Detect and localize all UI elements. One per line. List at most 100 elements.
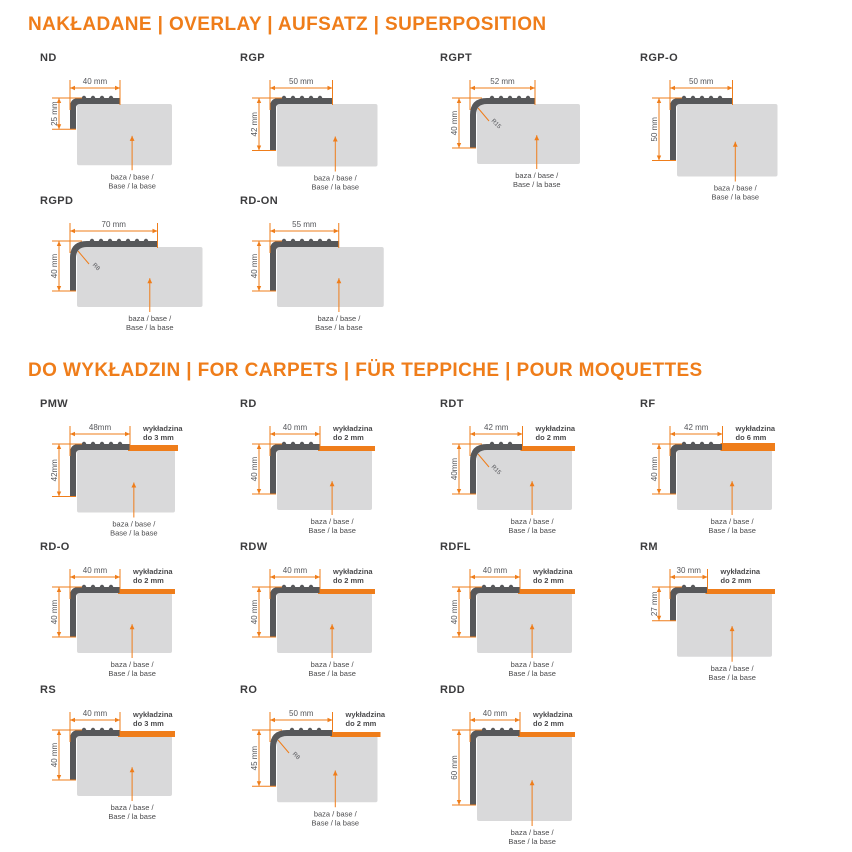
profile-shape: [670, 441, 723, 494]
width-dimension-label: 40 mm: [483, 566, 508, 575]
dimension-lines: [52, 569, 133, 658]
base-rect: [477, 593, 572, 653]
profile-name: RS: [40, 684, 57, 696]
rib-bump: [99, 584, 105, 590]
radius-label: R8: [291, 751, 301, 761]
rib-bump: [498, 95, 504, 101]
base-label-line1: baza / base /: [111, 660, 155, 669]
rib-bump: [281, 95, 287, 101]
profile-shape: [70, 727, 120, 780]
carpet-label-line2: do 3 mm: [143, 433, 174, 442]
rib-bump: [308, 441, 314, 447]
carpet-strip: [318, 589, 375, 594]
dimension-lines: [52, 426, 135, 518]
base-label-line2: Base / la base: [508, 669, 556, 678]
base-rect: [677, 104, 778, 177]
profile-card-RDT: RDT 42 mm 40mm R15 wykładzina do 2 mm baza / b…: [440, 398, 640, 541]
base-rect: [277, 450, 372, 510]
profile-name: RDFL: [440, 541, 471, 553]
rib-bump: [290, 441, 296, 447]
dimension-lines: [252, 80, 336, 172]
height-dimension-label: 40 mm: [450, 110, 459, 135]
profile-shape: [270, 441, 320, 494]
rib-bump: [299, 95, 305, 101]
profile-card-RGPT: RGPT 52 mm 40 mm R15 baza / base / Base / la …: [440, 52, 640, 204]
dimension-arrows: [256, 717, 338, 787]
profile-shape: [470, 727, 520, 805]
profile-name: RM: [640, 541, 658, 553]
profile-shape: [470, 441, 523, 494]
rib-bump: [89, 238, 95, 244]
profile-shape: [70, 238, 158, 291]
dimension-arrows: [456, 431, 535, 494]
dimension-lines: [252, 569, 333, 658]
carpet-label-line1: wykładzina: [532, 567, 573, 576]
profile-card-RM: RM 30 mm 27 mm wykładzina do 2 mm baza / base…: [640, 541, 840, 684]
rib-bump: [508, 727, 514, 733]
section-carpets: DO WYKŁADZIN | FOR CARPETS | FÜR TEPPICH…: [0, 338, 852, 846]
profile-diagram: 50 mm 50 mm baza / base /Base / la base: [650, 77, 778, 202]
rib-bump: [317, 238, 323, 244]
profile-card-RDD: RDD 40 mm 60 mm wykładzina do 2 mm baza / bas…: [440, 684, 640, 848]
carpet-strip: [318, 446, 375, 451]
base-rect: [477, 104, 580, 164]
radius-label: R8: [91, 262, 101, 272]
base-label-line1: baza / base /: [111, 803, 155, 812]
base-label-line1: baza / base /: [314, 174, 358, 183]
base-label-line2: Base / la base: [108, 812, 156, 821]
profile-card-RDFL: RDFL 40 mm 40 mm wykładzina do 2 mm baza / ba…: [440, 541, 640, 684]
rib-bump: [489, 95, 495, 101]
base-rect: [77, 736, 172, 796]
section-carpets-grid: PMW 48mm 42mm wykładzina do 3 mm baza / base …: [40, 398, 852, 846]
rib-bump: [108, 441, 114, 447]
base-label-line1: baza / base /: [128, 314, 172, 323]
base-label-line1: baza / base /: [311, 517, 355, 526]
profile-card-RO: RO 50 mm 45 mm R8 wykładzina do 2 mm baza / ba…: [240, 684, 440, 848]
rib-bump: [681, 584, 687, 590]
profile-diagram: 55 mm 40 mm baza / base /Base / la base: [250, 220, 384, 332]
profile-name: RD-O: [40, 541, 70, 553]
rib-bump: [107, 238, 113, 244]
carpet-label-line1: wykładzina: [142, 424, 183, 433]
rib-bump: [289, 727, 295, 733]
carpet-label-line1: wykładzina: [735, 424, 776, 433]
base-label-line1: baza / base /: [511, 660, 555, 669]
rib-bump: [90, 584, 96, 590]
carpet-label-line2: do 2 mm: [333, 433, 364, 442]
carpet-label-line2: do 3 mm: [133, 719, 164, 728]
height-dimension-label: 40mm: [450, 458, 459, 481]
rib-bump: [499, 584, 505, 590]
profile-shape: [70, 584, 120, 637]
section-overlay-title: NAKŁADANE | OVERLAY | AUFSATZ | SUPERPOS…: [28, 14, 547, 35]
profile-name: PMW: [40, 398, 69, 410]
rib-bump: [125, 238, 131, 244]
base-rect: [77, 593, 172, 653]
width-dimension-label: 40 mm: [283, 423, 308, 432]
carpet-strip: [520, 446, 575, 451]
section-overlay-grid: ND 40 mm 25 mm baza / base / Base / la base R…: [40, 52, 852, 338]
base-label-line1: baza / base /: [714, 184, 758, 193]
height-dimension-label: 40 mm: [250, 253, 259, 278]
base-label-line1: baza / base /: [511, 828, 555, 837]
dimension-lines: [652, 426, 733, 515]
profile-card-RGP-O: RGP-O 50 mm 50 mm baza / base / Base / la ba…: [640, 52, 840, 204]
carpet-strip: [118, 589, 175, 594]
width-dimension-label: 40 mm: [83, 566, 108, 575]
rib-bump: [117, 441, 123, 447]
diagram-labels: 55 mm 40 mm baza / base /Base / la base: [250, 220, 363, 332]
rib-bump: [508, 584, 514, 590]
profile-shape: [670, 584, 708, 621]
base-label-line1: baza / base /: [112, 520, 156, 529]
profile-card-RD-ON: RD-ON 55 mm 40 mm baza / base / Base / la ba…: [240, 195, 440, 338]
profile-card-RGP: RGP 50 mm 42 mm baza / base / Base / la base: [240, 52, 440, 204]
profile-card-RDW: RDW 40 mm 40 mm wykładzina do 2 mm baza / bas…: [240, 541, 440, 684]
base-label-line2: Base / la base: [108, 181, 156, 190]
base-label-line1: baza / base /: [511, 517, 555, 526]
width-dimension-label: 52 mm: [490, 77, 515, 86]
carpet-strip: [705, 589, 775, 594]
